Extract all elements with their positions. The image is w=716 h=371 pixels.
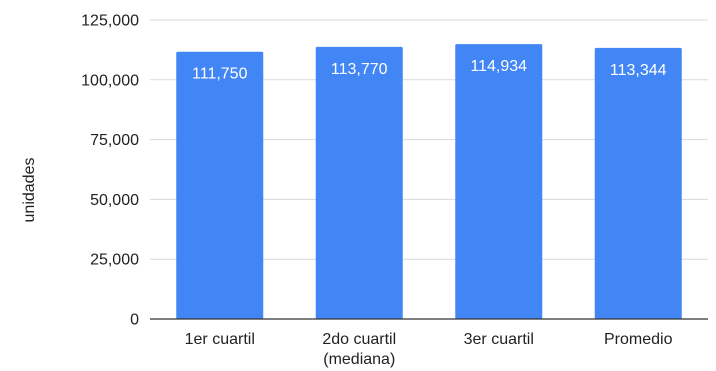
x-tick-label: (mediana)	[323, 351, 395, 368]
y-tick-label: 75,000	[90, 132, 139, 149]
bar	[315, 46, 403, 320]
bar-value-label: 113,770	[331, 61, 388, 78]
x-tick-label: 3er cuartil	[464, 331, 534, 348]
bar	[455, 44, 543, 319]
bar	[176, 51, 264, 319]
y-tick-label: 25,000	[90, 252, 139, 269]
x-tick-label: 2do cuartil	[322, 331, 396, 348]
y-tick-label: 125,000	[81, 13, 139, 30]
y-tick-label: 100,000	[81, 72, 139, 89]
y-tick-label: 0	[130, 312, 139, 329]
x-tick-label: 1er cuartil	[185, 331, 255, 348]
y-tick-label: 50,000	[90, 192, 139, 209]
bar-value-label: 111,750	[192, 66, 248, 83]
bar-value-label: 113,344	[610, 62, 667, 79]
x-tick-label: Promedio	[604, 331, 673, 348]
bar-value-label: 114,934	[470, 58, 527, 75]
bar	[594, 47, 682, 319]
